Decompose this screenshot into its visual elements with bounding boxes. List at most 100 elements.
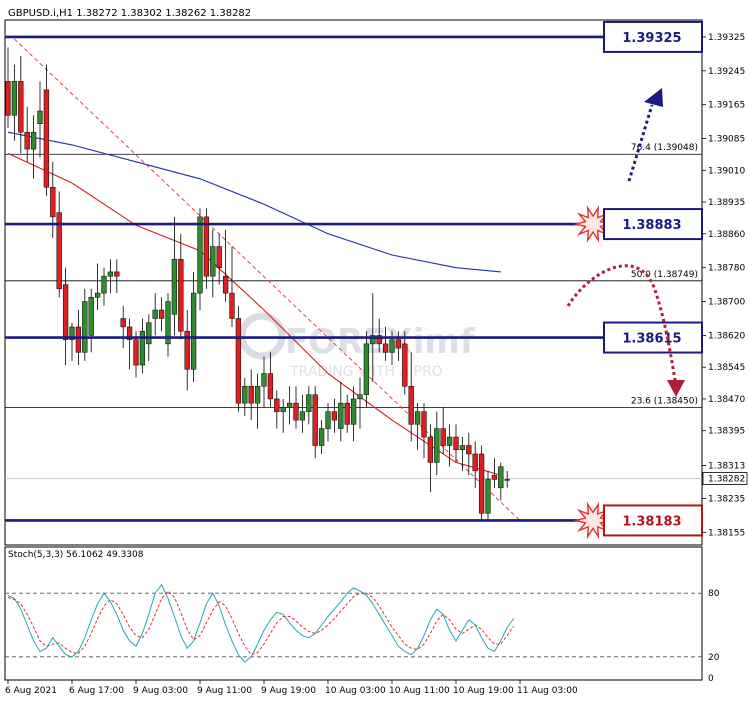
candle-body [427, 436, 434, 463]
candle [82, 288, 88, 361]
candle [338, 381, 344, 442]
level-label: 1.38183 [622, 514, 681, 529]
stochastic-panel: 80 20 0 [5, 583, 720, 684]
price-panel-frame [4, 19, 703, 546]
candle [114, 259, 120, 294]
candle-body [491, 474, 498, 480]
candle [363, 331, 370, 408]
price-tick-label: 1.38155 [708, 528, 745, 538]
curve-arrow-line [566, 264, 677, 381]
candle-body [94, 292, 101, 298]
candle [203, 208, 210, 289]
candle [158, 297, 165, 332]
candle [331, 398, 338, 433]
candle [133, 331, 139, 378]
candle-body [50, 186, 56, 218]
candle-body [280, 407, 286, 412]
candle [344, 394, 350, 433]
chart-header: GBPUSD.i,H1 1.38272 1.38302 1.38262 1.38… [8, 8, 251, 19]
candle-body [254, 385, 261, 404]
time-tick-label: 11 Aug 03:00 [517, 686, 578, 696]
stoch-panel-frame [4, 546, 703, 681]
candle-body [274, 398, 280, 412]
level-1.38183[interactable]: 1.38183 [5, 501, 703, 540]
price-tick-label: 1.39245 [708, 67, 745, 77]
candle-body [286, 402, 293, 408]
price-tick-label: 1.38620 [708, 331, 745, 341]
price-tick-label: 1.39085 [708, 135, 745, 145]
candle-body [107, 271, 114, 277]
candle [107, 259, 114, 294]
candle-body [318, 428, 325, 446]
candle-body [229, 292, 235, 319]
candle-body [158, 309, 165, 319]
candle-body [389, 339, 395, 353]
candle-body [440, 428, 446, 446]
candle-body [235, 318, 242, 404]
candle [459, 437, 466, 471]
candle [267, 352, 274, 408]
candle-body [331, 411, 338, 421]
candle-body [30, 131, 37, 150]
up-arrow-line [627, 104, 654, 182]
candle-body [62, 284, 69, 340]
candle-body [216, 246, 222, 268]
candlesticks [5, 47, 510, 522]
candle-body [210, 246, 216, 277]
candle [210, 229, 216, 298]
time-tick-label: 6 Aug 2021 [5, 686, 57, 696]
candle [427, 424, 434, 493]
price-tick-label: 1.38545 [708, 363, 745, 373]
candle-body [363, 343, 370, 395]
candle [408, 352, 414, 442]
candle [293, 386, 299, 429]
level-box [603, 208, 703, 241]
candle [446, 424, 453, 467]
current-price-label: 1.38282 [708, 475, 745, 485]
down-arrow-head [667, 380, 685, 397]
candle [440, 407, 446, 454]
candle-body [395, 339, 402, 349]
candle [171, 216, 178, 336]
candle-body [82, 301, 88, 353]
candle-body [293, 402, 299, 421]
level-1.38883[interactable]: 1.38883 [5, 205, 703, 243]
candle [126, 318, 133, 370]
candle-body [459, 445, 466, 450]
candle [43, 64, 50, 196]
candle [152, 293, 158, 336]
candle [165, 293, 171, 357]
price-axis: 1.39325 1.39245 1.39165 1.39085 1.39010 1.389… [702, 33, 748, 538]
horizontal-levels[interactable]: 1.39325 1.38883 1.38615 1.38183 [5, 20, 703, 540]
level-1.38615[interactable]: 1.38615 [5, 321, 703, 354]
candle-body [152, 309, 158, 319]
candle-body [178, 258, 184, 332]
candle [37, 81, 43, 158]
fib-label: 23.6 (1.38450) [631, 396, 698, 406]
candle [120, 305, 126, 349]
candle-body [88, 297, 94, 336]
candle [190, 271, 197, 382]
level-box [603, 321, 703, 354]
candle-body [370, 335, 376, 345]
candle-body [504, 479, 510, 481]
candle [485, 470, 491, 522]
stoch-tick-label: 0 [708, 674, 714, 684]
burst-icon [573, 501, 613, 540]
time-tick-label: 10 Aug 11:00 [389, 686, 450, 696]
candle [286, 386, 293, 425]
price-tick-label: 1.38313 [708, 461, 745, 471]
level-label: 1.38883 [622, 218, 681, 233]
level-box [603, 504, 703, 537]
candle-body [197, 216, 203, 294]
candle [472, 441, 478, 488]
candle-body [171, 258, 178, 315]
price-tick-label: 1.39165 [708, 101, 745, 111]
candle [18, 55, 24, 154]
candle-body [261, 373, 267, 387]
candle-body [306, 394, 312, 412]
price-tick-label: 1.38935 [708, 198, 745, 208]
candle-body [18, 81, 24, 133]
